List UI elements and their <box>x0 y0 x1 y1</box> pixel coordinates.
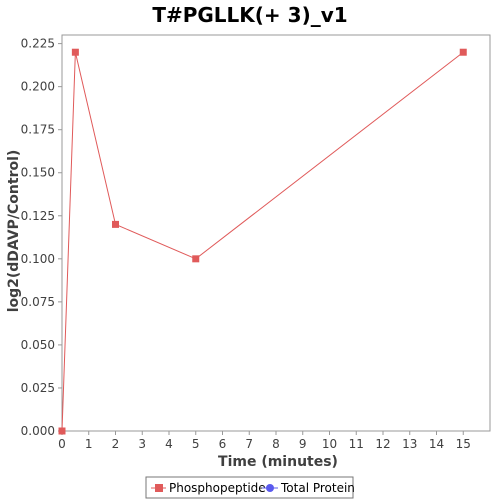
x-axis: 0 1 2 3 4 5 6 7 8 9 10 11 12 13 14 15 <box>58 431 471 451</box>
legend-label-phosphopeptide: Phosphopeptide <box>169 481 266 495</box>
x-tick-label: 5 <box>192 437 200 451</box>
x-axis-title: Time (minutes) <box>218 454 338 470</box>
data-point-phosphopeptide <box>71 48 79 56</box>
plot-frame <box>61 34 491 432</box>
data-point-phosphopeptide <box>58 427 66 435</box>
legend-marker-phosphopeptide <box>155 484 163 492</box>
x-tick-label: 2 <box>112 437 120 451</box>
legend-label-total-protein: Total Protein <box>280 481 355 495</box>
y-tick-label: 0.100 <box>21 252 55 266</box>
y-tick-label: 0.000 <box>21 424 55 438</box>
x-tick-label: 15 <box>456 437 471 451</box>
data-point-phosphopeptide <box>459 48 467 56</box>
x-tick-label: 14 <box>429 437 444 451</box>
chart-title: T#PGLLK(+ 3)_v1 <box>152 3 347 27</box>
y-tick-label: 0.200 <box>21 80 55 94</box>
legend-box <box>145 476 354 499</box>
x-tick-label: 9 <box>299 437 307 451</box>
y-tick-label: 0.075 <box>21 295 55 309</box>
series-layer <box>58 48 467 435</box>
y-tick-label: 0.050 <box>21 338 55 352</box>
x-tick-label: 10 <box>322 437 337 451</box>
y-tick-label: 0.150 <box>21 166 55 180</box>
x-tick-label: 11 <box>349 437 364 451</box>
y-tick-label: 0.225 <box>21 37 55 51</box>
y-tick-label: 0.125 <box>21 209 55 223</box>
data-point-phosphopeptide <box>192 255 200 263</box>
x-tick-label: 6 <box>219 437 227 451</box>
plot-area: 0 1 2 3 4 5 6 7 8 9 10 11 12 13 14 15 0.0000.0250.0500.… <box>21 34 491 451</box>
x-tick-label: 13 <box>402 437 417 451</box>
data-point-phosphopeptide <box>112 220 119 228</box>
y-axis-title: log2(dDAVP/Control) <box>6 150 22 313</box>
y-tick-label: 0.175 <box>21 123 55 137</box>
y-axis: 0.000 0.025 0.050 0.075 0.100 0.125 0.150 0.175… <box>21 37 62 438</box>
x-tick-label: 4 <box>165 437 173 451</box>
y-tick-label: 0.025 <box>21 381 55 395</box>
x-tick-label: 3 <box>138 437 146 451</box>
x-tick-label: 0 <box>58 437 66 451</box>
x-tick-label: 7 <box>245 437 253 451</box>
legend-marker-total-protein <box>266 484 274 492</box>
x-tick-label: 12 <box>375 437 390 451</box>
x-tick-label: 1 <box>85 437 93 451</box>
x-tick-label: 8 <box>272 437 280 451</box>
legend: Phosphopeptide Total Protein <box>145 476 355 499</box>
